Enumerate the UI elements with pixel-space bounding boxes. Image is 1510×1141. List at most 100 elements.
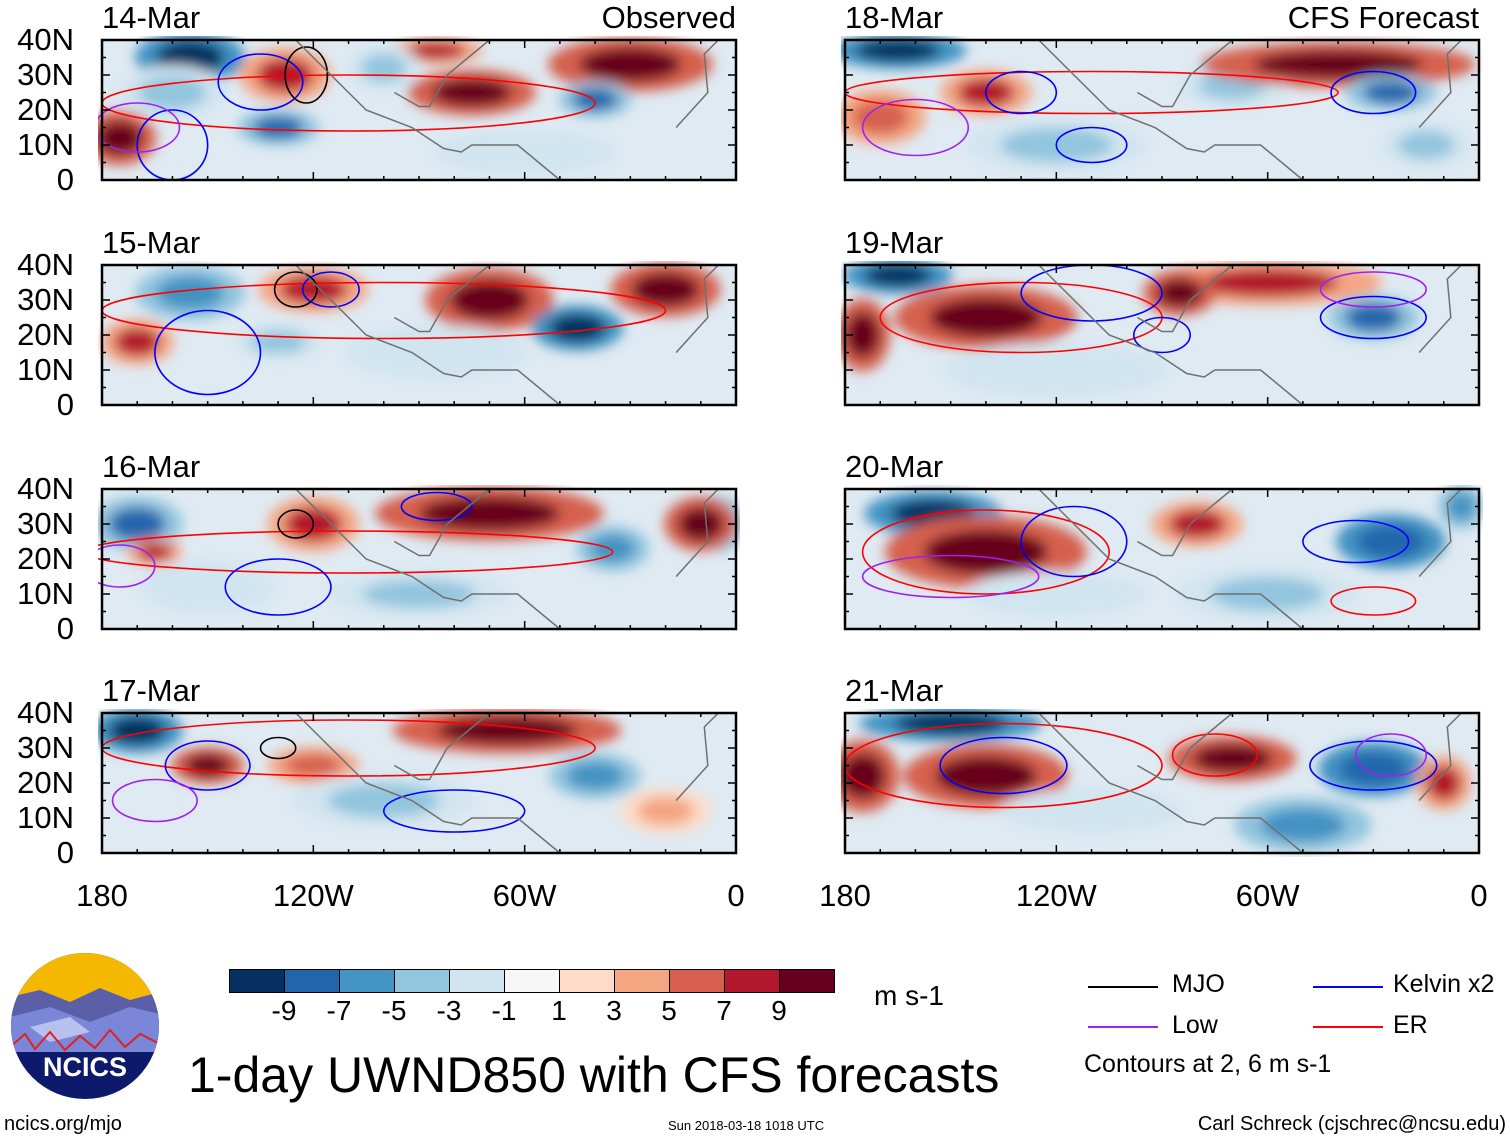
wind-anomaly-core [1447, 492, 1476, 521]
y-tick-label: 30N [17, 506, 74, 541]
er-contour [98, 530, 614, 574]
kelvin-contour [1055, 126, 1128, 164]
wind-anomaly-core [929, 297, 1043, 338]
map-panel-21-Mar [841, 709, 1481, 855]
colorbar-swatch [725, 970, 780, 992]
colorbar-label: 7 [716, 995, 732, 1026]
y-tick-label: 20N [17, 765, 74, 800]
legend-line-er [1313, 1026, 1383, 1028]
y-tick-label: 40N [17, 22, 74, 57]
kelvin-contour [985, 70, 1058, 115]
colorbar-swatch [230, 970, 285, 992]
wind-anomaly-core [590, 534, 636, 563]
mjo-contour [277, 509, 315, 539]
colorbar-swatch [505, 970, 560, 992]
colorbar-label: -7 [326, 995, 352, 1026]
wind-anomaly-core [327, 783, 441, 818]
wind-anomaly-core [138, 75, 207, 110]
colorbar-units: m s-1 [874, 980, 944, 1011]
colorbar-swatch [780, 970, 834, 992]
kelvin-contour [1302, 519, 1410, 564]
colorbar-label: 1 [551, 995, 567, 1026]
y-tick-label: 10N [17, 127, 74, 162]
colorbar-swatch [670, 970, 725, 992]
x-tick-label: 60W [492, 878, 557, 913]
coastline [1038, 712, 1462, 854]
kelvin-contour [939, 736, 1068, 795]
x-tick-label: 0 [727, 878, 745, 913]
x-tick-label: 120W [272, 878, 354, 913]
legend-low: Low [1172, 1011, 1218, 1039]
wind-anomaly-core [449, 280, 529, 320]
legend-mjo: MJO [1172, 970, 1225, 998]
coastline [295, 264, 719, 406]
wind-anomaly-core [637, 797, 694, 825]
wind-anomaly-core [419, 496, 560, 531]
colorbar [229, 969, 835, 993]
map-panel-14-Mar [98, 36, 738, 182]
y-tick-label: 40N [17, 695, 74, 730]
wind-anomaly-core [1260, 808, 1346, 842]
wind-anomaly-core [1253, 50, 1423, 79]
figure-title: 1-day UWND850 with CFS forecasts [188, 1047, 1000, 1103]
kelvin-contour [1330, 70, 1417, 115]
wind-anomaly-core [1169, 510, 1226, 538]
wind-anomaly-core [855, 39, 941, 62]
wind-anomaly-core [1362, 81, 1420, 104]
wind-anomaly-core [185, 754, 231, 777]
panel-date: 17-Mar [102, 673, 201, 708]
y-tick-label: 0 [56, 611, 74, 646]
mjo-contour [273, 271, 318, 308]
wind-anomaly-core [165, 570, 250, 604]
panel-date: 20-Mar [845, 449, 944, 484]
wind-anomaly-core [1345, 303, 1402, 332]
wind-anomaly-core [1197, 268, 1339, 297]
colorbar-label: -1 [491, 995, 517, 1026]
wind-anomaly-core [1192, 744, 1272, 773]
panel-kind-label: Observed [601, 0, 736, 35]
y-tick-label: 0 [56, 162, 74, 197]
coastline [1038, 264, 1462, 406]
x-tick-label: 0 [1470, 878, 1488, 913]
map-panel-17-Mar [98, 709, 738, 855]
wind-anomaly-core [1397, 131, 1455, 159]
y-tick-label: 40N [17, 247, 74, 282]
low-contour [1354, 733, 1427, 777]
colorbar-label: 5 [661, 995, 677, 1026]
panel-date: 14-Mar [102, 0, 201, 35]
wind-anomaly-core [252, 116, 304, 139]
y-tick-label: 30N [17, 730, 74, 765]
x-tick-label: 180 [819, 878, 871, 913]
low-contour [98, 102, 181, 153]
footer-url[interactable]: ncics.org/mjo [4, 1113, 122, 1135]
colorbar-swatch [450, 970, 505, 992]
wind-anomaly-core [109, 507, 166, 541]
wind-anomaly-core [549, 314, 606, 342]
wind-anomaly-core [935, 756, 1037, 796]
legend-line-low [1088, 1026, 1158, 1028]
wind-anomaly-core [852, 100, 909, 134]
kelvin-contour [224, 558, 332, 616]
colorbar-swatch [560, 970, 615, 992]
er-contour [1330, 586, 1417, 616]
coastline [1038, 39, 1462, 181]
map-panel-18-Mar [841, 36, 1481, 182]
y-tick-label: 20N [17, 92, 74, 127]
coastline [295, 488, 719, 630]
colorbar-label: -5 [381, 995, 407, 1026]
y-tick-label: 30N [17, 57, 74, 92]
wind-anomaly-core [380, 335, 493, 370]
wind-anomaly-core [362, 580, 476, 608]
legend-line-mjo [1088, 986, 1158, 988]
low-contour [1319, 271, 1427, 308]
panel-date: 18-Mar [845, 0, 944, 35]
map-panel-20-Mar [843, 485, 1483, 631]
y-tick-label: 10N [17, 576, 74, 611]
map-panel-16-Mar [98, 486, 740, 631]
footer-author: Carl Schreck (cjschrec@ncsu.edu) [1197, 1113, 1506, 1135]
wind-anomaly-core [1426, 766, 1461, 800]
y-tick-label: 40N [17, 471, 74, 506]
low-contour [98, 544, 156, 588]
map-panel-15-Mar [100, 262, 738, 407]
colorbar-label: 9 [771, 995, 787, 1026]
